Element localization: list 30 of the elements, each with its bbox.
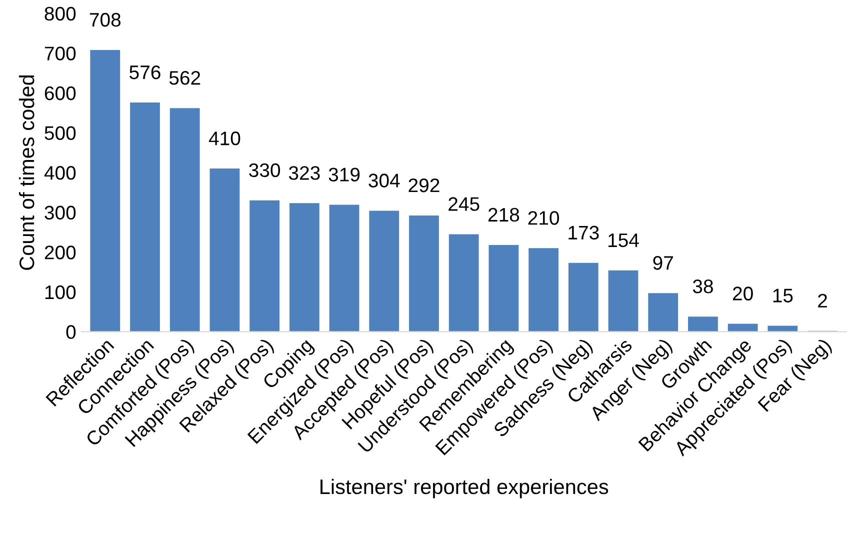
data-label: 576 xyxy=(130,65,160,80)
data-label: 292 xyxy=(408,178,440,192)
data-label: 410 xyxy=(208,132,240,146)
data-label: 20 xyxy=(732,286,753,300)
data-label: 323 xyxy=(288,166,320,180)
y-tick-label: 0 xyxy=(66,325,76,339)
data-label: 304 xyxy=(368,174,400,188)
data-label: 562 xyxy=(169,71,200,85)
y-tick-label: 400 xyxy=(44,166,76,180)
data-label: 15 xyxy=(773,288,793,302)
y-tick-label: 200 xyxy=(44,246,76,260)
y-tick-label: 800 xyxy=(44,6,76,21)
data-label: 173 xyxy=(568,226,599,240)
data-label: 38 xyxy=(692,280,713,294)
data-label: 2 xyxy=(818,294,827,308)
y-axis-title: Count of times coded xyxy=(18,75,34,270)
data-label: 245 xyxy=(448,197,480,211)
data-label: 154 xyxy=(608,234,639,248)
data-label: 330 xyxy=(249,163,280,178)
data-label: 218 xyxy=(488,208,520,222)
data-label: 708 xyxy=(90,12,121,27)
data-label: 319 xyxy=(328,168,360,182)
y-tick-label: 300 xyxy=(44,206,76,220)
data-label: 210 xyxy=(528,211,560,225)
y-tick-label: 500 xyxy=(44,126,76,140)
x-axis-title: Listeners' reported experiences xyxy=(320,478,608,498)
data-label: 97 xyxy=(653,256,673,270)
y-tick-label: 100 xyxy=(45,285,76,300)
y-tick-label: 700 xyxy=(44,46,76,60)
y-tick-label: 600 xyxy=(44,86,76,100)
